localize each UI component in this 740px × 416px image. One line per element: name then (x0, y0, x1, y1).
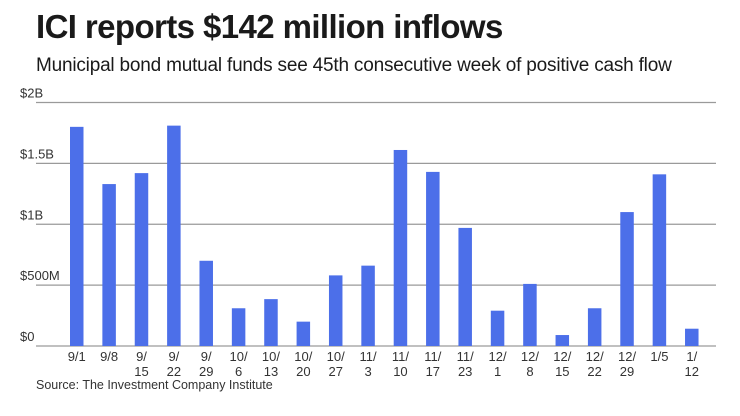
y-tick-label: $1.5B (20, 146, 54, 161)
bar (426, 171, 440, 346)
bar (587, 308, 602, 346)
x-tick-label: 11/10 (392, 349, 409, 379)
bar (264, 299, 278, 346)
x-tick-label: 11/3 (360, 349, 377, 379)
chart-subtitle: Municipal bond mutual funds see 45th con… (36, 55, 672, 76)
y-axis-ticks: $0 $500M $1B $1.5B $2B (20, 86, 60, 345)
x-tick-label: 11/17 (424, 349, 441, 379)
bar (102, 184, 116, 346)
bar (393, 149, 408, 346)
x-tick-label: 12/22 (586, 349, 604, 379)
x-tick-label: 10/27 (327, 349, 345, 379)
bar (70, 126, 84, 346)
bar (328, 275, 343, 346)
x-tick-label: 9/15 (134, 349, 148, 379)
bar (620, 212, 634, 346)
chart-title: ICI reports $142 million inflows (36, 8, 503, 45)
x-tick-label: 11/23 (457, 349, 474, 379)
bar (167, 125, 181, 346)
source-note: Source: The Investment Company Institute (36, 378, 273, 392)
x-tick-label: 12/15 (553, 349, 571, 379)
x-tick-label: 9/1 (68, 349, 86, 364)
bar (652, 174, 667, 346)
x-tick-label: 12/29 (618, 349, 636, 379)
x-tick-label: 9/8 (100, 349, 118, 364)
x-tick-label: 10/20 (294, 349, 312, 379)
x-tick-label: 10/6 (230, 349, 248, 379)
bar (296, 321, 311, 346)
bars (70, 125, 699, 346)
x-tick-label: 12/8 (521, 349, 539, 379)
bar (685, 328, 699, 346)
bar (199, 260, 213, 346)
bar (361, 265, 375, 346)
x-tick-label: 12/1 (489, 349, 507, 379)
bar (490, 310, 505, 346)
y-tick-label: $500M (20, 268, 60, 283)
bar (134, 173, 149, 346)
y-tick-label: $0 (20, 329, 34, 344)
x-tick-label: 1/12 (685, 349, 699, 379)
x-tick-label: 1/5 (650, 349, 668, 364)
x-tick-label: 9/29 (199, 349, 213, 379)
gridlines (36, 101, 716, 347)
y-tick-label: $2B (20, 86, 43, 101)
x-axis-ticks: 9/1 9/8 9/15 9/22 9/29 10/6 10/13 10/20 10/27 11/… (68, 349, 699, 379)
bar (231, 308, 246, 346)
x-tick-label: 10/13 (262, 349, 280, 379)
bar (523, 283, 537, 346)
x-tick-label: 9/22 (167, 349, 181, 379)
bar (458, 227, 472, 346)
bar (555, 335, 570, 346)
y-tick-label: $1B (20, 207, 43, 222)
